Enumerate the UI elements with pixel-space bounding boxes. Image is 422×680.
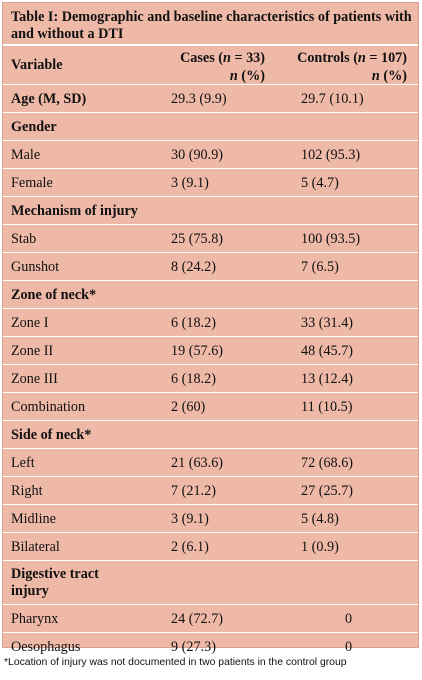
cases-value: 19 (57.6) xyxy=(171,343,224,359)
row-label: Gender xyxy=(11,119,57,135)
cases-value: 25 (75.8) xyxy=(171,231,224,247)
row-label: Left xyxy=(11,455,35,471)
cases-value: 3 (9.1) xyxy=(171,511,209,527)
header-cases-sub: n (%) xyxy=(179,68,265,85)
row-label: Combination xyxy=(11,399,86,415)
row-label: Zone III xyxy=(11,371,58,387)
table-row: Gender xyxy=(3,112,418,140)
header-variable: Variable xyxy=(11,57,63,73)
controls-value: 102 (95.3) xyxy=(301,147,361,163)
table-row: Pharynx 24 (72.7) 0 xyxy=(3,604,418,632)
header-controls-post: = 107) xyxy=(365,50,407,66)
row-label: Midline xyxy=(11,511,56,527)
row-label: Female xyxy=(11,175,53,191)
row-label: Zone II xyxy=(11,343,54,359)
header-controls-sub-post: (%) xyxy=(379,68,407,84)
table-row: Female 3 (9.1) 5 (4.7) xyxy=(3,168,418,196)
table-card: Table I: Demographic and baseline charac… xyxy=(2,2,419,655)
row-label: Digestive tract xyxy=(11,566,99,582)
controls-value: 5 (4.8) xyxy=(301,511,339,527)
row-label: Zone I xyxy=(11,315,49,331)
header-cases-sub-n: n xyxy=(229,68,238,84)
header-cases-pre: Cases ( xyxy=(180,50,224,66)
table-footnote: *Location of injury was not documented i… xyxy=(4,657,347,668)
cases-value: 6 (18.2) xyxy=(171,371,216,387)
row-label: Male xyxy=(11,147,41,163)
header-controls-n: n xyxy=(357,50,366,66)
table-header-row: Variable Cases (n = 33) n (%) Controls (… xyxy=(3,44,418,84)
row-label: Stab xyxy=(11,231,37,247)
cases-value: 2 (6.1) xyxy=(171,539,209,555)
table-row: Mechanism of injury xyxy=(3,196,418,224)
controls-value: 0 xyxy=(345,639,353,655)
row-label: Age (M, SD) xyxy=(11,91,87,107)
table-row: Side of neck* xyxy=(3,420,418,448)
row-label: Oesophagus xyxy=(11,639,81,655)
row-label: Bilateral xyxy=(11,539,60,555)
table-row: Combination 2 (60) 11 (10.5) xyxy=(3,392,418,420)
controls-value: 29.7 (10.1) xyxy=(301,91,364,107)
cases-value: 24 (72.7) xyxy=(171,611,224,627)
header-cases-post: = 33) xyxy=(230,50,265,66)
controls-value: 7 (6.5) xyxy=(301,259,339,275)
table-row: Midline 3 (9.1) 5 (4.8) xyxy=(3,504,418,532)
table-row: Zone II 19 (57.6) 48 (45.7) xyxy=(3,336,418,364)
row-label: Zone of neck* xyxy=(11,287,97,303)
row-label: Side of neck* xyxy=(11,427,92,443)
table-row: Right 7 (21.2) 27 (25.7) xyxy=(3,476,418,504)
row-label: Mechanism of injury xyxy=(11,203,138,219)
cases-value: 6 (18.2) xyxy=(171,315,216,331)
row-label: Right xyxy=(11,483,43,499)
row-label: Gunshot xyxy=(11,259,60,275)
table-row: Digestive tract injury xyxy=(3,560,418,604)
table-row: Gunshot 8 (24.2) 7 (6.5) xyxy=(3,252,418,280)
header-cases: Cases (n = 33) xyxy=(179,50,265,67)
header-cases-sub-post: (%) xyxy=(237,68,265,84)
cases-value: 7 (21.2) xyxy=(171,483,216,499)
header-controls-sub: n (%) xyxy=(289,68,407,85)
table-row: Stab 25 (75.8) 100 (93.5) xyxy=(3,224,418,252)
cases-value: 30 (90.9) xyxy=(171,147,224,163)
header-controls-sub-n: n xyxy=(371,68,380,84)
controls-value: 11 (10.5) xyxy=(301,399,353,415)
table-row: Zone of neck* xyxy=(3,280,418,308)
controls-value: 1 (0.9) xyxy=(301,539,339,555)
table-row: Age (M, SD) 29.3 (9.9) 29.7 (10.1) xyxy=(3,84,418,112)
controls-value: 13 (12.4) xyxy=(301,371,354,387)
table-row: Zone III 6 (18.2) 13 (12.4) xyxy=(3,364,418,392)
header-controls-pre: Controls ( xyxy=(297,50,358,66)
controls-value: 72 (68.6) xyxy=(301,455,354,471)
controls-value: 48 (45.7) xyxy=(301,343,354,359)
table-row: Male 30 (90.9) 102 (95.3) xyxy=(3,140,418,168)
controls-value: 27 (25.7) xyxy=(301,483,354,499)
cases-value: 29.3 (9.9) xyxy=(171,91,227,107)
table-caption: Table I: Demographic and baseline charac… xyxy=(11,9,412,42)
table-row: Zone I 6 (18.2) 33 (31.4) xyxy=(3,308,418,336)
controls-value: 0 xyxy=(345,611,353,627)
table-row: Oesophagus 9 (27.3) 0 xyxy=(3,632,418,660)
row-label-line2: injury xyxy=(11,583,49,599)
header-controls: Controls (n = 107) xyxy=(289,50,407,67)
table-row: Left 21 (63.6) 72 (68.6) xyxy=(3,448,418,476)
header-cases-n: n xyxy=(223,50,231,66)
cases-value: 3 (9.1) xyxy=(171,175,209,191)
table-row: Bilateral 2 (6.1) 1 (0.9) xyxy=(3,532,418,560)
cases-value: 8 (24.2) xyxy=(171,259,216,275)
controls-value: 100 (93.5) xyxy=(301,231,361,247)
cases-value: 9 (27.3) xyxy=(171,639,216,655)
cases-value: 2 (60) xyxy=(171,399,206,415)
row-label: Pharynx xyxy=(11,611,59,627)
controls-value: 33 (31.4) xyxy=(301,315,354,331)
cases-value: 21 (63.6) xyxy=(171,455,224,471)
controls-value: 5 (4.7) xyxy=(301,175,339,191)
